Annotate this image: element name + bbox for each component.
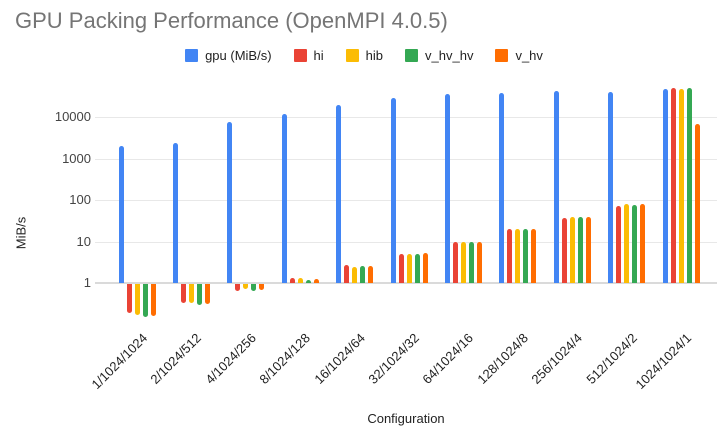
bar-v-hv[interactable] — [314, 279, 319, 283]
bar-gpu-mib-s[interactable] — [336, 105, 341, 283]
bar-hib[interactable] — [135, 284, 140, 315]
bar-gpu-mib-s[interactable] — [445, 94, 450, 283]
bar-v-hv-hv[interactable] — [578, 217, 583, 283]
legend-item: hib — [345, 48, 384, 63]
bar-hi[interactable] — [181, 284, 186, 303]
bar-hib[interactable] — [352, 267, 357, 283]
y-axis-title: MiB/s — [13, 216, 29, 250]
bar-gpu-mib-s[interactable] — [391, 98, 396, 283]
bar-hi[interactable] — [453, 242, 458, 283]
legend-item: hi — [293, 48, 324, 63]
gridline — [95, 200, 717, 201]
x-tick-label: 1/1024/1024 — [88, 330, 150, 393]
bar-hi[interactable] — [562, 218, 567, 283]
legend-swatch-icon — [185, 49, 199, 62]
y-tick-label: 1000 — [62, 151, 91, 166]
bar-v-hv-hv[interactable] — [360, 266, 365, 283]
bar-v-hv[interactable] — [477, 242, 482, 283]
x-tick-label: 64/1024/16 — [419, 330, 476, 387]
legend-item: gpu (MiB/s) — [185, 48, 272, 63]
legend: gpu (MiB/s) hi hib v_hv_hv v_hv — [0, 48, 728, 63]
bar-hi[interactable] — [344, 265, 349, 283]
bar-hib[interactable] — [515, 229, 520, 283]
legend-label: v_hv_hv — [425, 48, 474, 63]
x-axis-title: Configuration — [367, 411, 445, 426]
x-tick-label: 32/1024/32 — [365, 330, 422, 387]
bar-hi[interactable] — [399, 254, 404, 283]
bar-v-hv-hv[interactable] — [143, 284, 148, 317]
x-tick-label: 1024/1024/1 — [632, 330, 694, 393]
axis-baseline — [95, 282, 717, 284]
chart-title: GPU Packing Performance (OpenMPI 4.0.5) — [15, 8, 448, 33]
bar-v-hv-hv[interactable] — [415, 254, 420, 283]
bar-gpu-mib-s[interactable] — [173, 143, 178, 283]
bar-gpu-mib-s[interactable] — [282, 114, 287, 283]
legend-label: hib — [365, 48, 384, 63]
bar-gpu-mib-s[interactable] — [554, 91, 559, 283]
gridline — [95, 242, 717, 243]
bar-hi[interactable] — [507, 229, 512, 283]
bar-hib[interactable] — [189, 284, 194, 303]
bar-hib[interactable] — [624, 204, 629, 283]
legend-swatch-icon — [293, 49, 307, 62]
bar-v-hv-hv[interactable] — [197, 284, 202, 305]
bar-v-hv[interactable] — [640, 204, 645, 283]
bar-v-hv-hv[interactable] — [469, 242, 474, 283]
gridline — [95, 159, 717, 160]
bar-hib[interactable] — [407, 254, 412, 283]
y-tick-label: 1 — [83, 275, 91, 290]
legend-swatch-icon — [345, 49, 359, 62]
x-tick-label: 2/1024/512 — [147, 330, 204, 387]
bar-v-hv-hv[interactable] — [306, 280, 311, 283]
x-tick-label: 16/1024/64 — [311, 330, 368, 387]
bar-gpu-mib-s[interactable] — [119, 146, 124, 283]
legend-item: v_hv — [495, 48, 543, 63]
x-tick-label: 4/1024/256 — [202, 330, 259, 387]
x-tick-label: 256/1024/4 — [528, 330, 585, 387]
bar-v-hv-hv[interactable] — [523, 229, 528, 283]
legend-label: hi — [313, 48, 324, 63]
bar-hib[interactable] — [461, 242, 466, 283]
legend-swatch-icon — [495, 49, 509, 62]
bar-v-hv-hv[interactable] — [687, 88, 692, 283]
bar-hi[interactable] — [671, 88, 676, 283]
legend-item: v_hv_hv — [405, 48, 473, 63]
bar-v-hv[interactable] — [531, 229, 536, 283]
bar-v-hv[interactable] — [151, 284, 156, 316]
x-tick-label: 8/1024/128 — [256, 330, 313, 387]
bar-hi[interactable] — [290, 278, 295, 283]
legend-label: v_hv — [515, 48, 543, 63]
y-tick-label: 10 — [76, 234, 91, 249]
bar-hi[interactable] — [235, 284, 240, 291]
bar-gpu-mib-s[interactable] — [663, 89, 668, 283]
bar-hib[interactable] — [298, 278, 303, 283]
bar-gpu-mib-s[interactable] — [227, 122, 232, 283]
bar-v-hv[interactable] — [259, 284, 264, 290]
gridline — [95, 117, 717, 118]
bar-hi[interactable] — [127, 284, 132, 313]
y-tick-label: 100 — [69, 192, 91, 207]
bar-gpu-mib-s[interactable] — [608, 92, 613, 283]
bar-v-hv-hv[interactable] — [251, 284, 256, 291]
bar-v-hv-hv[interactable] — [632, 205, 637, 283]
legend-swatch-icon — [405, 49, 419, 62]
bar-v-hv[interactable] — [205, 284, 210, 304]
bar-v-hv[interactable] — [423, 253, 428, 283]
bar-v-hv[interactable] — [695, 124, 700, 283]
bar-v-hv[interactable] — [368, 266, 373, 283]
bar-hib[interactable] — [570, 217, 575, 283]
bar-hib[interactable] — [243, 284, 248, 289]
x-tick-label: 128/1024/8 — [474, 330, 531, 387]
legend-label: gpu (MiB/s) — [205, 48, 272, 63]
bar-gpu-mib-s[interactable] — [499, 93, 504, 283]
bar-hi[interactable] — [616, 206, 621, 283]
bar-hib[interactable] — [679, 89, 684, 283]
y-tick-label: 10000 — [54, 109, 91, 124]
x-tick-label: 512/1024/2 — [583, 330, 640, 387]
bar-v-hv[interactable] — [586, 217, 591, 283]
